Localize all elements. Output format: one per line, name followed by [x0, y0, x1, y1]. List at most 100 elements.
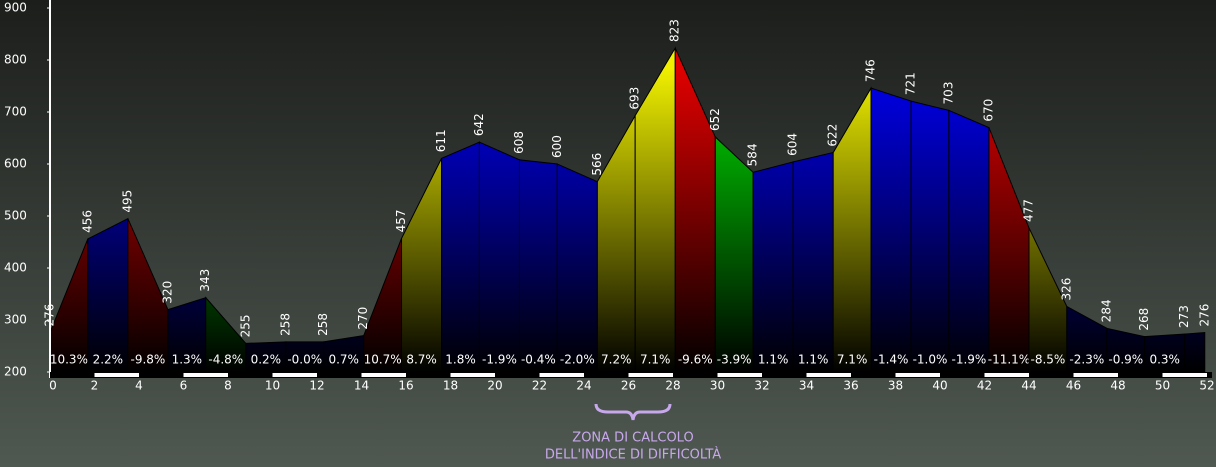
x-tick-label: 24 — [576, 379, 591, 393]
segment — [441, 141, 480, 373]
segment — [714, 135, 754, 373]
segment — [792, 151, 834, 373]
grade-label: 1.1% — [798, 353, 829, 367]
segment — [948, 109, 990, 373]
elevation-label: 343 — [198, 269, 212, 292]
grade-label: -1.0% — [913, 353, 948, 367]
grade-label: -9.6% — [678, 353, 713, 367]
grade-label: -2.0% — [560, 353, 595, 367]
segment — [478, 141, 520, 373]
grade-label: -1.4% — [874, 353, 909, 367]
elevation-label: 276 — [1197, 304, 1211, 327]
x-tick-label: 6 — [180, 379, 188, 393]
y-tick-label: 400 — [4, 261, 27, 275]
grade-label: 7.1% — [640, 353, 671, 367]
elevation-label: 477 — [1022, 199, 1036, 222]
grade-label: 2.2% — [93, 353, 124, 367]
x-tick-label: 2 — [91, 379, 99, 393]
x-tick-label: 36 — [843, 379, 858, 393]
elevation-label: 326 — [1059, 278, 1073, 301]
grade-label: 10.7% — [364, 353, 402, 367]
elevation-label: 823 — [668, 19, 682, 42]
elevation-label: 611 — [434, 129, 448, 152]
elevation-label: 258 — [278, 313, 292, 336]
elevation-label: 746 — [864, 59, 878, 82]
segment — [752, 161, 794, 373]
x-tick-label: 18 — [443, 379, 458, 393]
y-tick-label: 300 — [4, 313, 27, 327]
elevation-label: 652 — [708, 108, 722, 131]
x-axis-dash — [539, 373, 584, 377]
segment — [556, 163, 598, 373]
x-tick-label: 4 — [135, 379, 143, 393]
x-axis-dash — [450, 373, 495, 377]
grade-label: 0.3% — [1149, 353, 1180, 367]
grade-label: 1.8% — [445, 353, 476, 367]
x-tick-label: 12 — [309, 379, 324, 393]
segment — [87, 217, 129, 373]
grade-label: -3.9% — [717, 353, 752, 367]
x-tick-label: 28 — [665, 379, 680, 393]
grade-label: 10.3% — [50, 353, 88, 367]
x-tick-label: 20 — [487, 379, 502, 393]
y-tick-label: 600 — [4, 157, 27, 171]
annotation: DELL'INDICE DI DIFFICOLTÀ — [545, 447, 721, 463]
segment — [1184, 331, 1206, 373]
grade-label: 1.1% — [758, 353, 789, 367]
grade-label: 0.2% — [251, 353, 282, 367]
elevation-label: 600 — [550, 135, 564, 158]
segment — [910, 100, 950, 373]
x-axis-dash — [628, 373, 673, 377]
x-axis-dash — [1162, 373, 1207, 377]
x-axis-dash — [94, 373, 139, 377]
elevation-label: 268 — [1137, 308, 1151, 331]
segment — [870, 87, 912, 373]
x-axis-dash — [183, 373, 228, 377]
elevation-label: 457 — [394, 209, 408, 232]
grade-label: -9.8% — [130, 353, 165, 367]
y-tick-label: 500 — [4, 209, 27, 223]
x-tick-label: 0 — [49, 379, 57, 393]
elevation-label: 584 — [746, 143, 760, 166]
grade-label: -11.1% — [988, 353, 1030, 367]
y-tick-label: 800 — [4, 53, 27, 67]
segment — [518, 159, 558, 373]
elevation-label: 693 — [628, 87, 642, 110]
y-tick-label: 700 — [4, 105, 27, 119]
x-axis-dash — [895, 373, 940, 377]
grade-label: 0.7% — [328, 353, 359, 367]
elevation-label: 270 — [356, 307, 370, 330]
x-axis-dash — [984, 373, 1029, 377]
x-axis-dash — [1073, 373, 1118, 377]
grade-label: 1.3% — [172, 353, 203, 367]
x-tick-label: 46 — [1066, 379, 1081, 393]
elevation-label: 642 — [472, 113, 486, 136]
x-tick-label: 8 — [224, 379, 232, 393]
grade-label: -1.9% — [952, 353, 987, 367]
elevation-label: 566 — [590, 153, 604, 176]
x-tick-label: 14 — [354, 379, 369, 393]
x-tick-label: 42 — [977, 379, 992, 393]
grade-label: -0.9% — [1108, 353, 1143, 367]
grade-label: -1.9% — [482, 353, 517, 367]
y-tick-label: 900 — [4, 1, 27, 15]
grade-label: 8.7% — [406, 353, 437, 367]
x-axis-dash — [806, 373, 851, 377]
y-tick-label: 200 — [4, 365, 27, 379]
grade-label: 7.2% — [601, 353, 632, 367]
elevation-label: 456 — [80, 210, 94, 233]
x-tick-label: 38 — [888, 379, 903, 393]
grade-label: -0.4% — [521, 353, 556, 367]
grade-label: -8.5% — [1030, 353, 1065, 367]
annotation: ZONA DI CALCOLO — [572, 431, 693, 446]
x-tick-label: 40 — [932, 379, 947, 393]
grade-label: 7.1% — [837, 353, 868, 367]
x-tick-label: 10 — [265, 379, 280, 393]
elevation-label: 604 — [786, 133, 800, 156]
elevation-label: 320 — [160, 281, 174, 304]
elevation-label: 284 — [1099, 299, 1113, 322]
elevation-label: 721 — [904, 72, 918, 95]
elevation-label: 703 — [941, 82, 955, 105]
elevation-label: 622 — [826, 124, 840, 147]
